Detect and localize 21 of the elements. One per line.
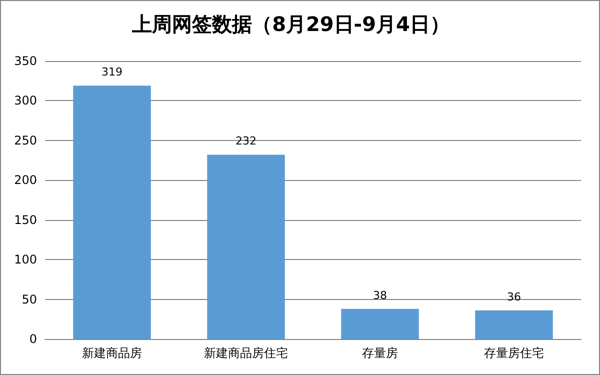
- y-tick-label: 250: [14, 133, 37, 148]
- data-label: 319: [102, 66, 122, 79]
- x-tick-label: 新建商品房: [82, 346, 142, 360]
- bar: [73, 86, 151, 339]
- data-label: 232: [236, 134, 256, 148]
- y-tick-label: 50: [22, 292, 37, 306]
- y-tick-label: 100: [14, 252, 37, 267]
- y-tick-label: 150: [14, 212, 37, 227]
- data-label: 36: [507, 290, 521, 304]
- bar: [475, 310, 553, 339]
- y-tick-label: 350: [14, 54, 37, 68]
- y-tick-label: 200: [14, 173, 37, 188]
- chart-title: 上周网签数据（8月29日-9月4日）: [131, 12, 450, 36]
- data-label: 38: [373, 288, 387, 302]
- bar: [207, 154, 285, 339]
- y-tick-label: 300: [14, 94, 37, 108]
- x-tick-label: 存量房住宅: [484, 346, 544, 360]
- y-tick-label: 0: [29, 332, 37, 346]
- x-tick-label: 存量房: [362, 346, 398, 360]
- bar: [341, 308, 419, 339]
- x-tick-label: 新建商品房住宅: [204, 346, 288, 360]
